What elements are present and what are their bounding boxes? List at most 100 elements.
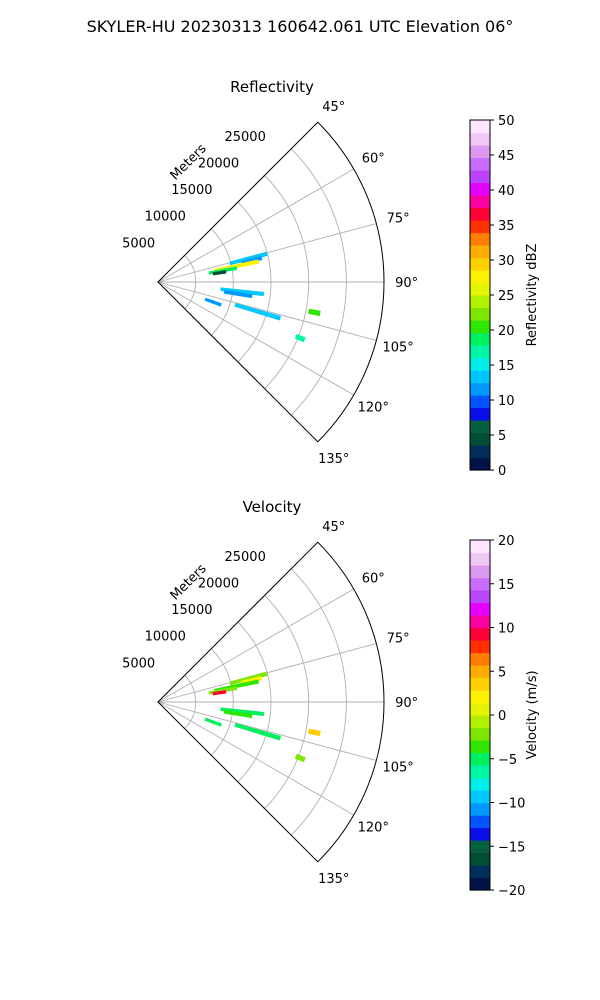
velocity-panel: Velocity 45°60°75°90°105°120°135°5000100… [122, 498, 540, 899]
colorbar-segment [470, 270, 490, 284]
colorbar-segment [470, 232, 490, 246]
reflectivity-colorbar: 0 5 10 15 20 25 30 35 40 45 50 [469, 114, 515, 479]
reflectivity-colorbar-label: Reflectivity dBZ [525, 244, 540, 347]
colorbar-segment [470, 195, 490, 209]
azimuth-tick-label: 60° [362, 152, 385, 167]
reflectivity-title: Reflectivity [230, 78, 314, 96]
colorbar-tick-label: 5 [498, 429, 506, 444]
colorbar-segment [470, 777, 490, 791]
colorbar-tick-label: 10 [498, 622, 515, 637]
colorbar-tick-label: 20 [498, 534, 515, 549]
colorbar-tick-label: 0 [498, 464, 506, 479]
echo-region [308, 728, 321, 737]
velocity-colorbar-label: Velocity (m/s) [525, 670, 540, 759]
azimuth-tick-label: 105° [382, 340, 413, 355]
colorbar-tick-label: 25 [498, 289, 515, 304]
colorbar-segment [470, 432, 490, 446]
colorbar-segment [470, 840, 490, 854]
colorbar-segment [470, 457, 490, 471]
colorbar-segment [470, 727, 490, 741]
azimuth-tick-label: 45° [322, 100, 345, 115]
colorbar-segment [470, 765, 490, 779]
azimuth-tick-label: 45° [322, 520, 345, 535]
colorbar-segment [470, 307, 490, 321]
colorbar-tick-label: −10 [498, 797, 525, 812]
range-tick-label: 10000 [145, 630, 186, 645]
colorbar-segment [470, 445, 490, 459]
colorbar-segment [470, 257, 490, 271]
azimuth-tick-label: 75° [387, 212, 410, 227]
colorbar-segment [470, 615, 490, 629]
velocity-title: Velocity [243, 498, 302, 516]
colorbar-segment [470, 120, 490, 134]
figure-title: SKYLER-HU 20230313 160642.061 UTC Elevat… [87, 17, 514, 36]
colorbar-segment [470, 627, 490, 641]
echo-region [240, 255, 263, 265]
echo-region [223, 710, 253, 719]
colorbar-tick-label: 40 [498, 184, 515, 199]
reflectivity-panel: Reflectivity 45°60°75°90°105°120°135°500… [122, 78, 540, 479]
reflectivity-polar-plot: 45° 60° 75° 90° 105° 120° 135° 5000 10000 15000 20… [122, 100, 418, 467]
colorbar-segment [470, 220, 490, 234]
colorbar-segment [470, 602, 490, 616]
colorbar-tick-label: −20 [498, 884, 525, 899]
colorbar-segment [470, 702, 490, 716]
range-tick-label: 10000 [145, 210, 186, 225]
colorbar-segment [470, 170, 490, 184]
colorbar-segment [470, 295, 490, 309]
colorbar-segment [470, 877, 490, 891]
azimuth-gridline [157, 281, 354, 396]
colorbar-segment [470, 827, 490, 841]
azimuth-tick-label: 105° [382, 760, 413, 775]
colorbar-segment [470, 577, 490, 591]
colorbar-segment [470, 565, 490, 579]
azimuth-tick-label: 120° [358, 820, 389, 835]
sector-outline [157, 541, 385, 863]
colorbar-segment [470, 652, 490, 666]
colorbar-segment [470, 345, 490, 359]
colorbar-segment [470, 677, 490, 691]
colorbar-tick-label: 0 [498, 709, 506, 724]
echo-region [220, 287, 265, 297]
colorbar-segment [470, 540, 490, 554]
echo-region [308, 308, 321, 317]
colorbar-segment [470, 815, 490, 829]
azimuth-gridline [157, 701, 377, 761]
colorbar-segment [470, 852, 490, 866]
echo-region [294, 333, 306, 343]
colorbar-segment [470, 382, 490, 396]
colorbar-segment [470, 320, 490, 334]
azimuth-tick-label: 60° [362, 572, 385, 587]
colorbar-segment [470, 370, 490, 384]
echo-region [212, 690, 227, 696]
azimuth-gridline [157, 701, 354, 816]
colorbar-segment [470, 332, 490, 346]
colorbar-segment [470, 665, 490, 679]
colorbar-tick-label: 45 [498, 149, 515, 164]
colorbar-segment [470, 407, 490, 421]
echo-region [204, 717, 222, 727]
range-tick-label: 15000 [171, 603, 212, 618]
colorbar-tick-label: 5 [498, 665, 506, 680]
colorbar-segment [470, 357, 490, 371]
azimuth-tick-label: 75° [387, 632, 410, 647]
colorbar-tick-label: 15 [498, 578, 515, 593]
colorbar-segment [470, 157, 490, 171]
echo-region [223, 290, 253, 299]
colorbar-segment [470, 182, 490, 196]
colorbar-segment [470, 752, 490, 766]
azimuth-gridline [157, 281, 377, 341]
range-tick-label: 25000 [224, 550, 265, 565]
colorbar-segment [470, 690, 490, 704]
colorbar-segment [470, 590, 490, 604]
colorbar-segment [470, 207, 490, 221]
colorbar-tick-label: −5 [498, 753, 517, 768]
velocity-polar-plot: 45° 60° 75° 90° 105° 120° 135° 5000 10000 15000 20… [122, 520, 418, 887]
range-tick-label: 5000 [122, 236, 155, 251]
colorbar-segment [470, 282, 490, 296]
azimuth-tick-label: 90° [395, 696, 418, 711]
echo-region [229, 671, 268, 686]
colorbar-segment [470, 552, 490, 566]
colorbar-tick-label: −15 [498, 840, 525, 855]
